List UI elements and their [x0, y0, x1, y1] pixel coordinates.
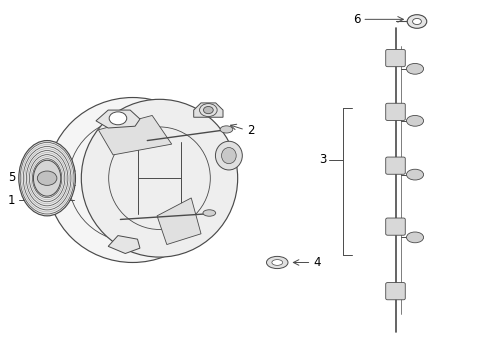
Ellipse shape — [216, 141, 243, 170]
FancyBboxPatch shape — [386, 49, 405, 67]
Ellipse shape — [47, 98, 218, 262]
Ellipse shape — [203, 210, 216, 216]
Ellipse shape — [220, 126, 233, 133]
FancyBboxPatch shape — [386, 157, 405, 174]
Ellipse shape — [19, 140, 75, 216]
Ellipse shape — [81, 99, 238, 257]
Circle shape — [109, 112, 127, 125]
FancyBboxPatch shape — [386, 218, 405, 235]
Ellipse shape — [413, 18, 421, 24]
Ellipse shape — [33, 160, 61, 196]
Ellipse shape — [267, 256, 288, 269]
Ellipse shape — [407, 63, 423, 74]
Ellipse shape — [407, 15, 427, 28]
FancyBboxPatch shape — [386, 283, 405, 300]
Ellipse shape — [272, 260, 283, 265]
Text: 1: 1 — [8, 194, 15, 207]
Polygon shape — [157, 198, 201, 244]
Ellipse shape — [221, 148, 236, 164]
Circle shape — [203, 107, 213, 114]
Polygon shape — [98, 116, 172, 155]
FancyBboxPatch shape — [386, 103, 405, 121]
Text: 2: 2 — [247, 124, 255, 138]
Polygon shape — [194, 103, 223, 117]
Text: 4: 4 — [314, 256, 321, 269]
Text: 5: 5 — [8, 171, 15, 184]
Polygon shape — [108, 235, 140, 253]
Ellipse shape — [407, 169, 423, 180]
Ellipse shape — [407, 232, 423, 243]
Text: 3: 3 — [319, 153, 327, 166]
Ellipse shape — [407, 116, 423, 126]
Circle shape — [37, 171, 57, 185]
Text: 6: 6 — [353, 13, 360, 26]
Polygon shape — [96, 110, 140, 128]
